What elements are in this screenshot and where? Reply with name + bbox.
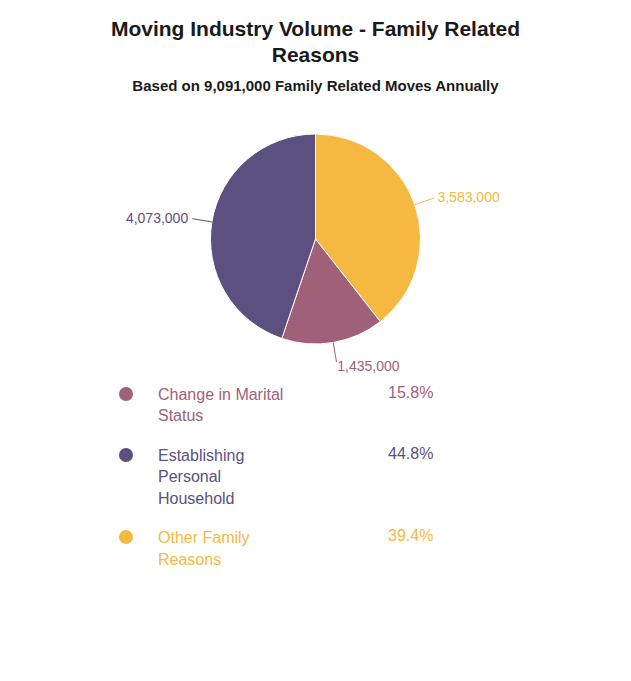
svg-text:3,583,000: 3,583,000 [437,188,499,204]
html-text:39.4%: 39.4% [388,527,434,545]
html-text:Other Family Reasons: Other Family Reasons [158,529,250,569]
svg-text:1,435,000: 1,435,000 [337,358,399,374]
svg-text:4,073,000: 4,073,000 [126,210,188,226]
html-text:Establishing Personal Househol: Establishing Personal Household [158,446,245,507]
html-text:Change in Marital Status: Change in Marital Status [158,385,284,425]
html-text:Based on 9,091,000 Family Rela: Based on 9,091,000 Family Related Moves … [132,76,499,94]
html-text:44.8%: 44.8% [388,444,434,462]
html-text:15.8%: 15.8% [388,383,434,401]
html-text:Moving Industry Volume - Famil: Moving Industry Volume - Family Related … [110,17,521,67]
